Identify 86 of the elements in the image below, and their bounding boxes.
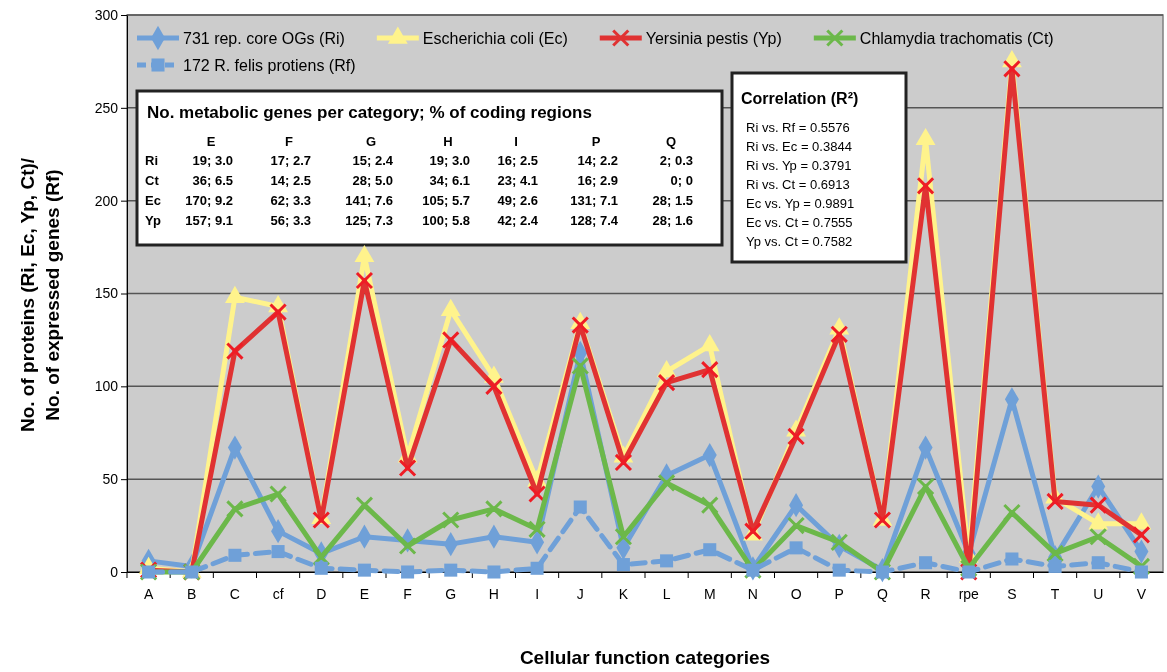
- annotation: 28; 5.0: [352, 173, 393, 188]
- x-tick-label: Q: [876, 586, 888, 603]
- x-tick-label: U: [1093, 586, 1104, 603]
- x-tick-label: R: [920, 586, 931, 603]
- x-tick-label: S: [1007, 586, 1017, 603]
- annotation: No. metabolic genes per category; % of coding regions: [147, 103, 592, 122]
- annotation: 14; 2.5: [270, 173, 311, 188]
- annotation: G: [365, 134, 377, 149]
- annotation: Ec: [145, 193, 161, 208]
- annotation: 42; 2.4: [497, 213, 539, 228]
- x-tick-label: O: [790, 586, 802, 603]
- legend-label: Yersinia pestis (Yp): [645, 30, 782, 47]
- x-tick-label: cf: [272, 586, 284, 603]
- annotation: Correlation (R²): [741, 90, 859, 107]
- annotation: I: [514, 134, 518, 149]
- annotation: 100; 5.8: [422, 213, 470, 228]
- x-tick-label: rpe: [958, 586, 980, 603]
- legend-label: Chlamydia trachomatis (Ct): [859, 30, 1054, 47]
- annotation: 34; 6.1: [429, 173, 470, 188]
- annotation: 17; 2.7: [270, 153, 311, 168]
- x-tick-label: D: [316, 586, 327, 603]
- x-tick-label: B: [187, 586, 197, 603]
- annotation: 131; 7.1: [570, 193, 618, 208]
- annotation: Ct: [145, 173, 160, 188]
- annotation: Ri vs. Ec = 0.3844: [746, 139, 852, 154]
- annotation: 16; 2.9: [577, 173, 618, 188]
- annotation: Yp: [145, 213, 161, 228]
- annotation: 125; 7.3: [345, 213, 393, 228]
- annotation: 105; 5.7: [422, 193, 470, 208]
- annotation: F: [285, 134, 294, 149]
- annotation: Q: [665, 134, 677, 149]
- annotation: 23; 4.1: [497, 173, 538, 188]
- annotation: 157; 9.1: [185, 213, 233, 228]
- annotation: 170; 9.2: [185, 193, 233, 208]
- annotation: 28; 1.6: [652, 213, 693, 228]
- x-tick-label: F: [403, 586, 412, 603]
- x-tick-label: T: [1050, 586, 1060, 603]
- annotation: 19; 3.0: [429, 153, 470, 168]
- y-tick-label: 150: [94, 285, 119, 302]
- annotation: 14; 2.2: [577, 153, 618, 168]
- legend-label: 731 rep. core OGs (Ri): [183, 30, 345, 47]
- y-tick-label: 200: [94, 192, 119, 209]
- x-tick-label: K: [618, 586, 629, 603]
- annotation: Ri vs. Ct = 0.6913: [746, 177, 850, 192]
- x-tick-label: M: [703, 586, 716, 603]
- x-tick-label: H: [488, 586, 499, 603]
- annotation: 62; 3.3: [270, 193, 311, 208]
- x-tick-label: A: [143, 586, 154, 603]
- y-tick-label: 250: [94, 99, 119, 116]
- x-axis-title: Cellular function categories: [519, 647, 771, 668]
- x-tick-label: I: [535, 586, 540, 603]
- annotation: 128; 7.4: [570, 213, 619, 228]
- x-tick-label: C: [229, 586, 240, 603]
- annotation: H: [443, 134, 453, 149]
- x-tick-label: V: [1136, 586, 1147, 603]
- annotation: Ri: [145, 153, 158, 168]
- annotation: E: [206, 134, 216, 149]
- x-tick-label: G: [445, 586, 457, 603]
- annotation: 15; 2.4: [352, 153, 394, 168]
- x-tick-label: J: [576, 586, 584, 603]
- y-tick-label: 300: [94, 6, 119, 23]
- annotation: 36; 6.5: [192, 173, 233, 188]
- annotation: 28; 1.5: [652, 193, 693, 208]
- annotation: 56; 3.3: [270, 213, 311, 228]
- annotation: 2; 0.3: [659, 153, 693, 168]
- annotation: Ri vs. Rf = 0.5576: [746, 120, 850, 135]
- annotation: 0; 0: [670, 173, 693, 188]
- y-tick-label: 50: [102, 471, 119, 488]
- annotation: Ec vs. Yp = 0.9891: [746, 196, 855, 211]
- annotation: Yp vs. Ct = 0.7582: [746, 234, 853, 249]
- annotation: Ri vs. Yp = 0.3791: [746, 158, 852, 173]
- annotation: 49; 2.6: [497, 193, 538, 208]
- annotation: Ec vs. Ct = 0.7555: [746, 215, 853, 230]
- x-tick-label: P: [834, 586, 844, 603]
- annotation: P: [591, 134, 601, 149]
- annotation: 19; 3.0: [192, 153, 233, 168]
- x-tick-label: E: [359, 586, 370, 603]
- legend-label: 172 R. felis protiens (Rf): [183, 57, 356, 74]
- y-tick-label: 100: [94, 378, 119, 395]
- x-tick-label: L: [662, 586, 671, 603]
- annotation: 16; 2.5: [497, 153, 538, 168]
- y-tick-label: 0: [110, 563, 119, 580]
- y-axis-title: No. of proteins (Ri, Ec, Yp, Ct)/ No. of expressed genes (Rf): [16, 157, 63, 433]
- legend-label: Escherichia coli (Ec): [422, 30, 568, 47]
- annotation: 141; 7.6: [345, 193, 393, 208]
- x-tick-label: N: [747, 586, 758, 603]
